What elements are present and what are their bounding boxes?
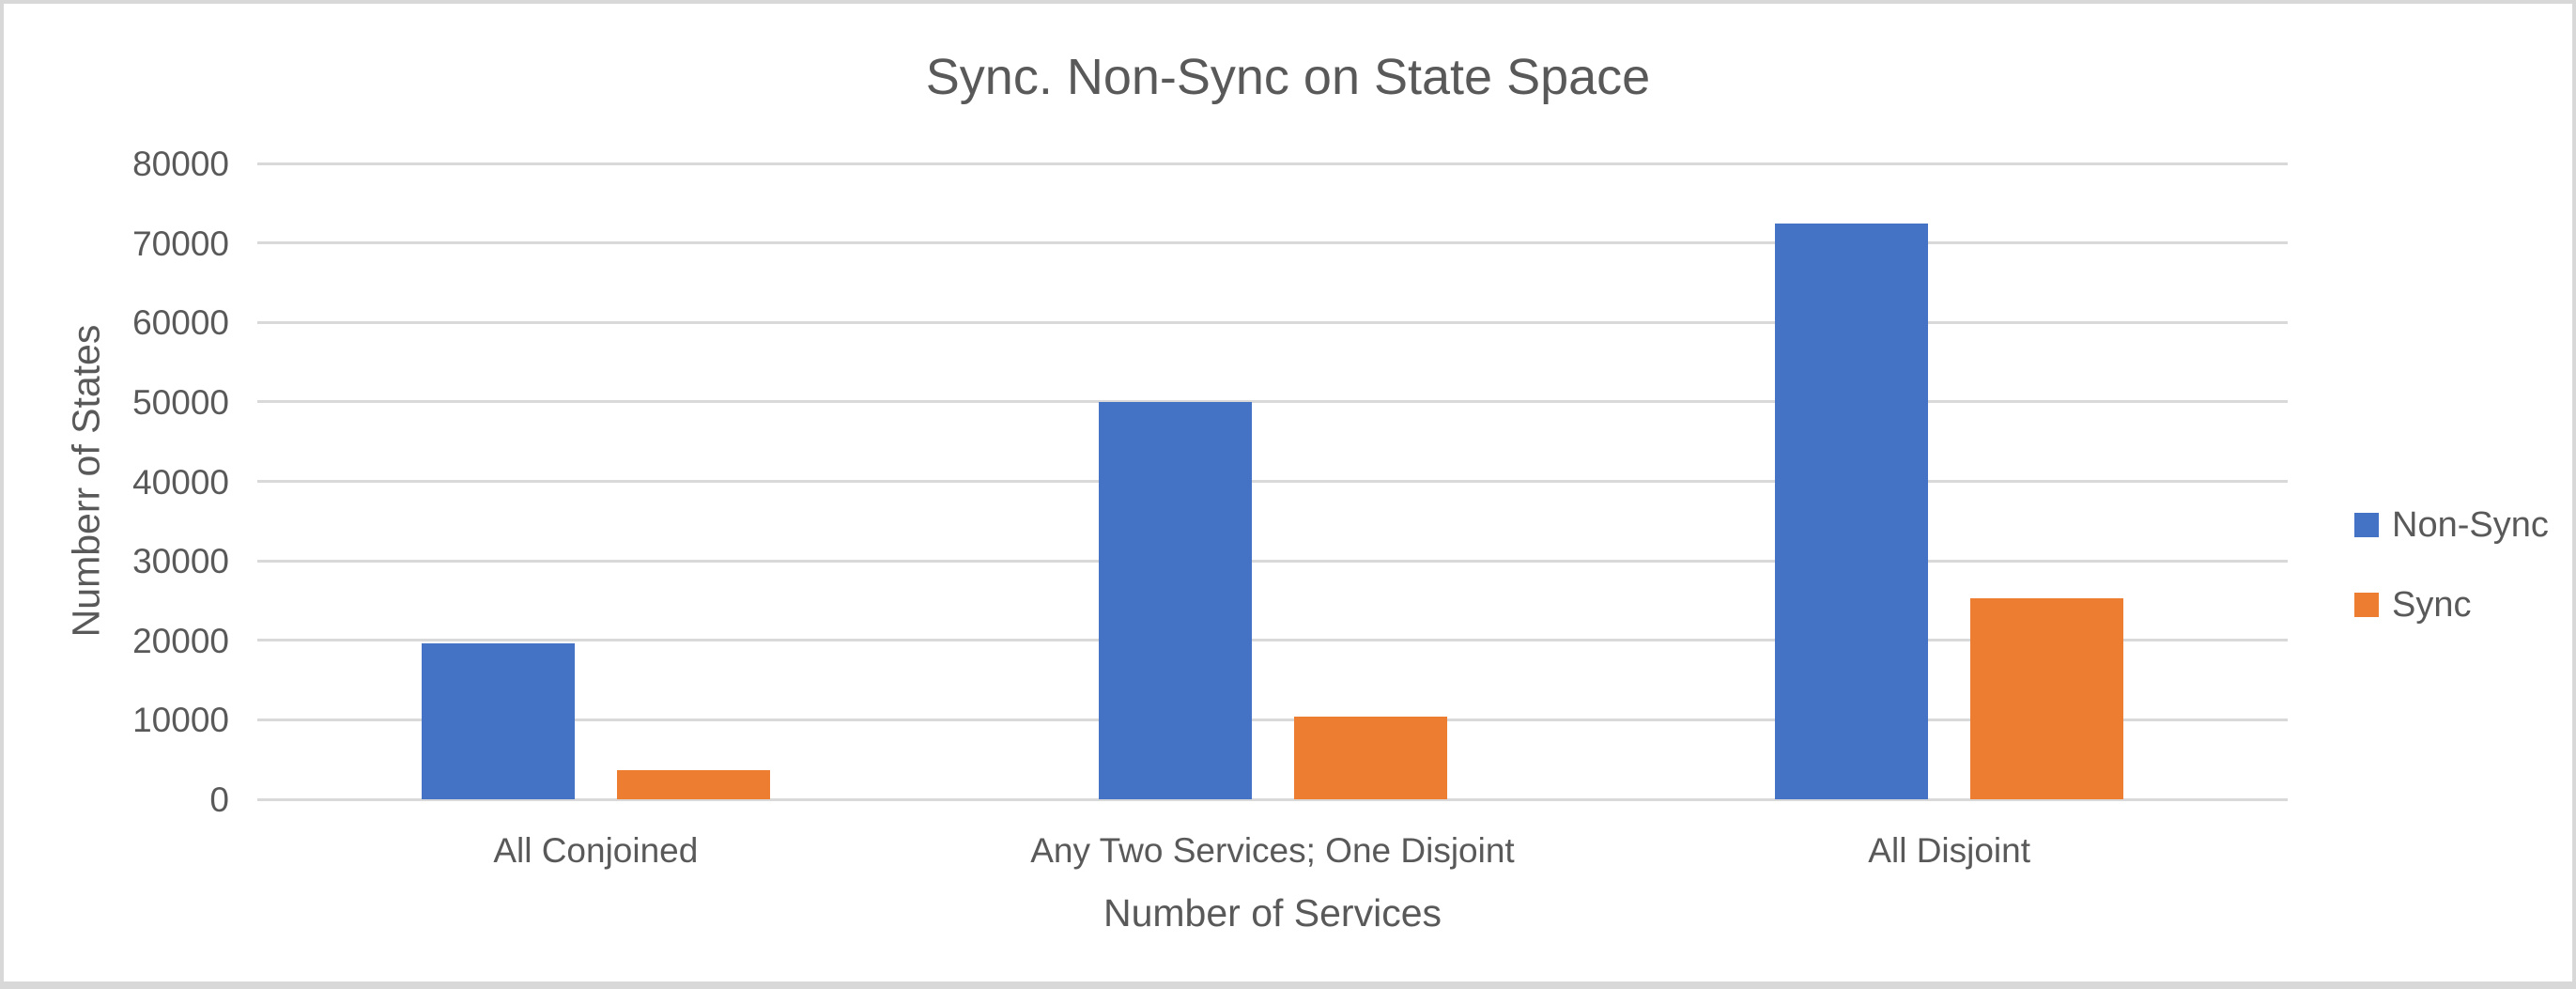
bar-non-sync-1 [421,643,575,799]
y-tick-label: 60000 [132,303,229,343]
bar-sync-2 [1293,716,1447,799]
legend-label: Non-Sync [2392,505,2549,545]
chart-title: Sync. Non-Sync on State Space [925,49,1651,105]
bar-non-sync-3 [1775,224,1929,799]
x-tick-label: All Disjoint [1868,831,2031,870]
legend: Non-Sync Sync [2354,507,2549,623]
bar-non-sync-2 [1098,401,1252,799]
y-tick-label: 10000 [132,701,229,740]
gridline-50000 [257,400,2288,404]
gridline-30000 [257,559,2288,563]
gridline-20000 [257,639,2288,642]
y-tick-label: 30000 [132,542,229,581]
legend-swatch-icon [2354,593,2379,617]
x-tick-label: Any Two Services; One Disjoint [1030,831,1515,870]
legend-entry-non-sync: Non-Sync [2354,507,2549,543]
plot-area [257,162,2288,801]
y-tick-label: 0 [209,780,229,819]
bar-sync-1 [616,769,770,799]
gridline-70000 [257,241,2288,245]
bar-sync-3 [1970,597,2124,799]
legend-entry-sync: Sync [2354,587,2549,623]
x-tick-label: All Conjoined [493,831,699,870]
gridline-40000 [257,480,2288,483]
y-tick-label: 40000 [132,462,229,502]
legend-label: Sync [2392,585,2472,625]
gridline-80000 [257,162,2288,165]
y-tick-label: 20000 [132,621,229,660]
y-tick-label: 50000 [132,382,229,422]
x-axis-title: Number of Services [1103,891,1442,935]
gridline-60000 [257,320,2288,324]
gridline-0 [257,797,2288,801]
y-tick-label: 70000 [132,224,229,263]
gridline-10000 [257,718,2288,721]
legend-swatch-icon [2354,513,2379,537]
y-tick-label: 80000 [132,145,229,183]
